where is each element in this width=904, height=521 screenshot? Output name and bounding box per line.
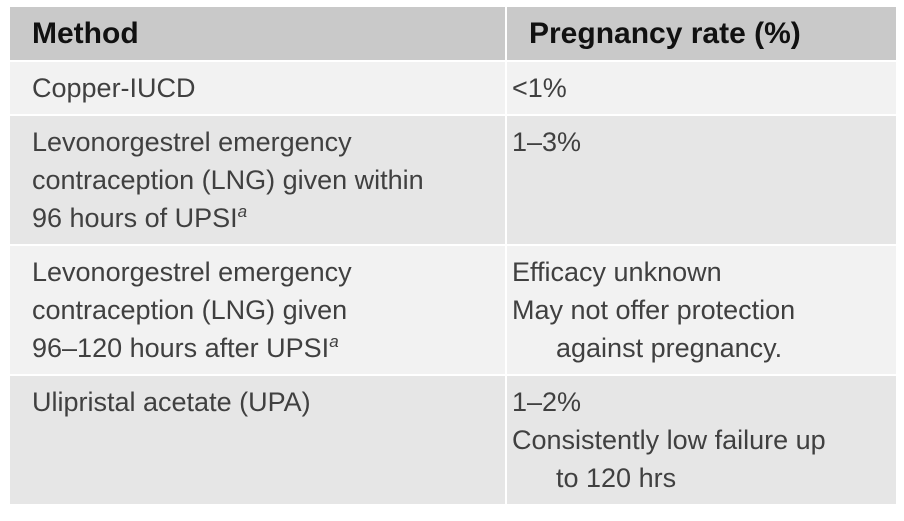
header-row: Method Pregnancy rate (%) xyxy=(8,5,898,62)
footnote-marker-a: a xyxy=(329,332,339,351)
method-text: Levonorgestrel emergency xyxy=(32,127,352,157)
rate-text: Efficacy unknown xyxy=(512,257,722,287)
method-text-last-line: 96 hours of UPSI xyxy=(32,203,238,233)
rate-text: 1–3% xyxy=(512,127,582,157)
method-text: Levonorgestrel emergency xyxy=(32,257,352,287)
method-cell: Levonorgestrel emergency contraception (… xyxy=(8,114,507,246)
table-row-lng-within-96h: Levonorgestrel emergency contraception (… xyxy=(8,114,898,246)
rate-text: <1% xyxy=(512,73,567,103)
contraception-methods-table: Method Pregnancy rate (%) Copper-IUCD <1… xyxy=(8,5,898,506)
method-cell: Levonorgestrel emergency contraception (… xyxy=(8,244,507,376)
method-text: Ulipristal acetate (UPA) xyxy=(32,387,311,417)
rate-text-continuation: to 120 hrs xyxy=(556,463,677,493)
rate-cell: Efficacy unknown May not offer protectio… xyxy=(505,244,898,376)
rate-cell: <1% xyxy=(505,60,898,116)
rate-cell: 1–3% xyxy=(505,114,898,246)
rate-text: May not offer protection xyxy=(512,295,796,325)
table-row-copper-iucd: Copper-IUCD <1% xyxy=(8,60,898,116)
footnote-marker-a: a xyxy=(237,202,248,221)
method-text: contraception (LNG) given xyxy=(32,295,348,325)
table-row-ulipristal-acetate: Ulipristal acetate (UPA) 1–2% Consistent… xyxy=(8,374,898,506)
rate-cell: 1–2% Consistently low failure up to 120 … xyxy=(505,374,898,506)
method-text: 96–120 hours after UPSIa xyxy=(32,329,505,367)
method-cell: Copper-IUCD xyxy=(8,60,507,116)
method-text-last-line: 96–120 hours after UPSI xyxy=(32,333,330,363)
column-header-method: Method xyxy=(8,5,507,62)
column-header-pregnancy-rate: Pregnancy rate (%) xyxy=(505,5,898,62)
rate-text: 1–2% xyxy=(512,387,582,417)
rate-text: Consistently low failure up xyxy=(512,425,826,455)
method-cell: Ulipristal acetate (UPA) xyxy=(8,374,507,506)
method-text: contraception (LNG) given within xyxy=(32,165,424,195)
rate-text-continuation: against pregnancy. xyxy=(556,333,783,363)
method-text: Copper-IUCD xyxy=(32,73,196,103)
method-text: 96 hours of UPSIa xyxy=(32,199,505,237)
table-row-lng-96-120h: Levonorgestrel emergency contraception (… xyxy=(8,244,898,376)
